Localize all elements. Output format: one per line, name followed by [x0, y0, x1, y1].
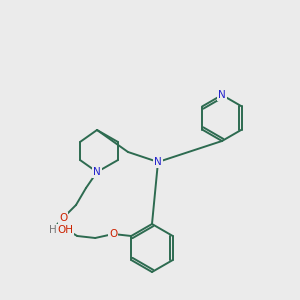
Text: OH: OH — [57, 225, 73, 235]
Text: N: N — [154, 157, 162, 167]
Text: N: N — [218, 90, 226, 100]
Text: N: N — [93, 167, 101, 177]
Text: H: H — [49, 225, 57, 235]
Text: O: O — [109, 229, 117, 239]
Text: O: O — [59, 213, 67, 223]
